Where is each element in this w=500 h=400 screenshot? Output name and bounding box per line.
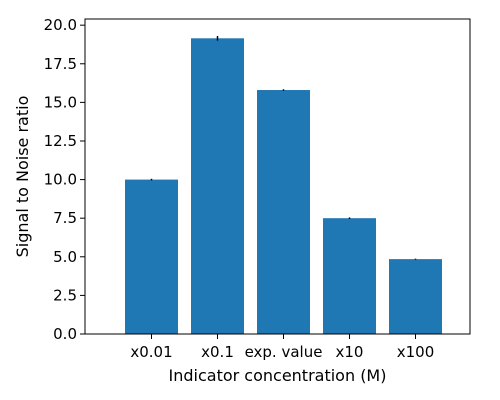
y-tick-label: 5.0 (53, 248, 77, 266)
x-tick-label: x100 (397, 343, 435, 361)
y-axis-label: Signal to Noise ratio (13, 96, 32, 258)
y-tick-label: 10.0 (44, 171, 77, 189)
bar-2 (257, 90, 310, 334)
plot-frame (84, 18, 471, 335)
y-tick-label: 17.5 (44, 55, 77, 73)
error-bars-group (150, 35, 417, 260)
y-tick-label: 12.5 (44, 132, 77, 150)
y-tick-label: 20.0 (44, 16, 77, 34)
bar-1 (191, 38, 244, 334)
bar-3 (323, 218, 376, 334)
x-tick-label: x0.01 (130, 343, 172, 361)
x-tick-label: x10 (336, 343, 364, 361)
y-axis-ticks: 0.0 2.5 5.0 7.5 10.0 12.5 15.0 17.5 20.0 (44, 16, 85, 343)
y-tick-label: 15.0 (44, 93, 77, 111)
bars-group (125, 38, 442, 334)
x-axis-ticks: x0.01 x0.1 exp. value x10 x100 (130, 334, 434, 361)
y-tick-label: 2.5 (53, 286, 77, 304)
x-axis-label: Indicator concentration (M) (169, 366, 387, 385)
bar-4 (389, 259, 442, 334)
x-tick-label: x0.1 (201, 343, 234, 361)
x-tick-label: exp. value (245, 343, 323, 361)
bar-0 (125, 179, 178, 334)
y-tick-label: 7.5 (53, 209, 77, 227)
y-tick-label: 0.0 (53, 325, 77, 343)
